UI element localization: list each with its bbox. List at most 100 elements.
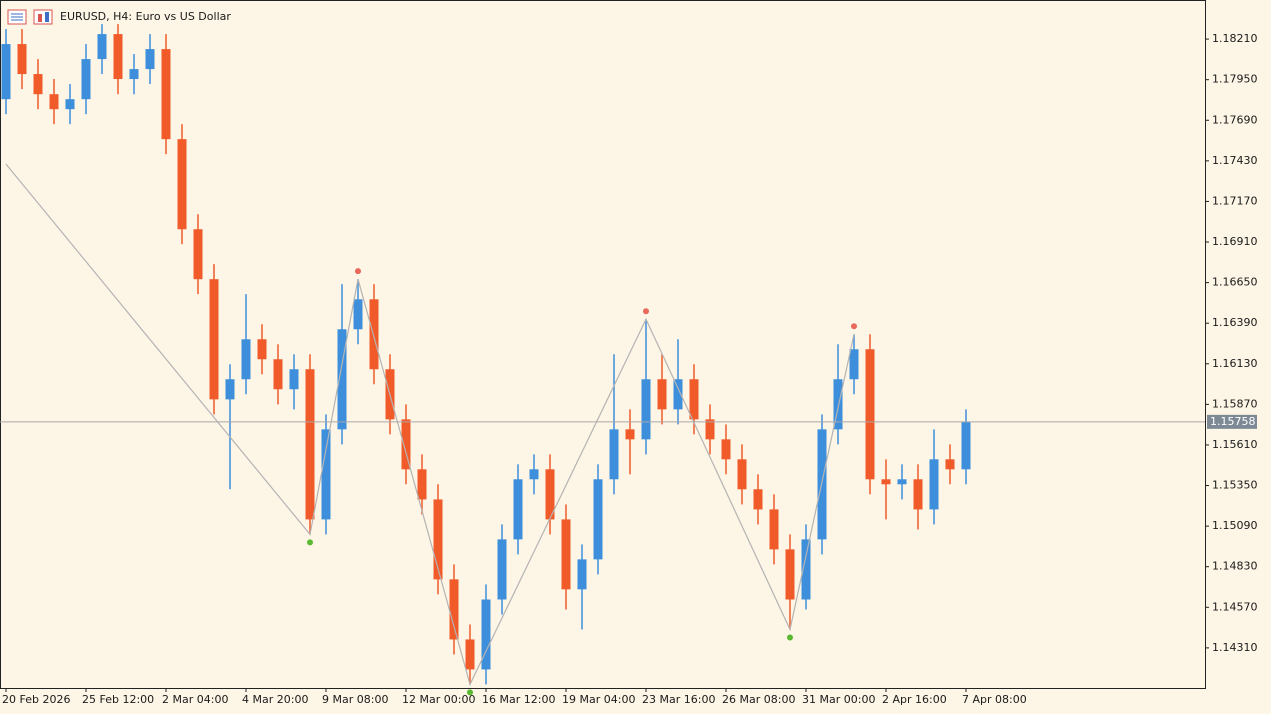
x-tick-label: 2 Mar 04:00 [162, 693, 228, 706]
candle-body [49, 94, 59, 110]
candle-body [353, 299, 363, 330]
candle-body [769, 509, 779, 550]
x-tick-label: 23 Mar 16:00 [642, 693, 715, 706]
candle-body [33, 74, 43, 95]
candle-body [833, 379, 843, 430]
candle-body [1, 44, 11, 100]
candle-body [241, 339, 251, 380]
candle-body [401, 419, 411, 470]
candle-body [609, 429, 619, 480]
y-tick-label: 1.17170 [1212, 194, 1258, 207]
candle-body [289, 369, 299, 390]
candle-body [593, 479, 603, 560]
candle-body [961, 421, 971, 470]
icon [33, 9, 53, 25]
candle-body [657, 379, 667, 410]
candle-body [145, 49, 155, 70]
candle-body [737, 459, 747, 490]
y-tick-label: 1.15610 [1212, 438, 1258, 451]
candle-body [337, 329, 347, 430]
candle-body [161, 49, 171, 140]
candle-body [625, 429, 635, 440]
candle-body [81, 59, 91, 100]
candle-body [465, 639, 475, 670]
candle-body [449, 579, 459, 640]
candle-body [641, 379, 651, 440]
y-tick-label: 1.17950 [1212, 73, 1258, 86]
candle-body [257, 339, 267, 360]
candle-body [481, 599, 491, 670]
candle-body [129, 69, 139, 80]
candle-body [193, 229, 203, 280]
candle-body [801, 539, 811, 600]
candle-body [305, 369, 315, 520]
pivot-high [851, 323, 857, 330]
x-tick-label: 12 Mar 00:00 [402, 693, 475, 706]
chart-title: EURUSD, H4: Euro vs US Dollar [60, 10, 231, 23]
pivot-high [643, 308, 649, 315]
pivot-low [467, 689, 473, 696]
y-tick-label: 1.16910 [1212, 235, 1258, 248]
candle-body [705, 419, 715, 440]
candle-body [865, 349, 875, 480]
x-tick-label: 20 Feb 2026 [2, 693, 70, 706]
pivot-low [307, 539, 313, 546]
candle-body [17, 44, 27, 75]
candle-body [689, 379, 699, 420]
candle-body [97, 34, 107, 60]
x-tick-label: 16 Mar 12:00 [482, 693, 555, 706]
y-tick-label: 1.16130 [1212, 357, 1258, 370]
pivot-high [355, 268, 361, 275]
y-tick-label: 1.16390 [1212, 316, 1258, 329]
candle-body [513, 479, 523, 540]
toolbar-icons [7, 9, 53, 25]
x-tick-label: 31 Mar 00:00 [802, 693, 875, 706]
candle-body [369, 299, 379, 370]
icon-bar [38, 14, 42, 22]
y-tick-label: 1.17690 [1212, 113, 1258, 126]
candle-body [913, 479, 923, 510]
x-tick-label: 26 Mar 08:00 [722, 693, 795, 706]
y-tick-label: 1.14830 [1212, 560, 1258, 573]
y-tick-label: 1.18210 [1212, 32, 1258, 45]
candle-body [721, 439, 731, 460]
x-tick-label: 4 Mar 20:00 [242, 693, 308, 706]
candle-body [673, 379, 683, 410]
zigzag-line [5, 163, 855, 687]
candle-body [785, 549, 795, 600]
y-tick-label: 1.15090 [1212, 519, 1258, 532]
candle-body [897, 479, 907, 485]
candle-body [65, 99, 75, 110]
x-tick-label: 7 Apr 08:00 [962, 693, 1027, 706]
x-tick-label: 25 Feb 12:00 [82, 693, 154, 706]
candle-body [417, 469, 427, 500]
x-tick-label: 2 Apr 16:00 [882, 693, 947, 706]
candle-body [753, 489, 763, 510]
pivot-low [787, 634, 793, 641]
current-price-box [1207, 414, 1257, 429]
candle-body [545, 469, 555, 520]
candle-body [225, 379, 235, 400]
candle-body [321, 429, 331, 520]
x-tick-label: 19 Mar 04:00 [562, 693, 635, 706]
candle-body [577, 559, 587, 590]
plot-frame [0, 0, 1206, 689]
icon-bar [45, 12, 49, 22]
candle-body [273, 359, 283, 390]
candle-body [849, 349, 859, 380]
candle-body [497, 539, 507, 600]
candle-body [945, 459, 955, 470]
y-tick-label: 1.15870 [1212, 397, 1258, 410]
y-tick-label: 1.16650 [1212, 276, 1258, 289]
candle-body [881, 479, 891, 485]
y-tick-label: 1.14310 [1212, 641, 1258, 654]
y-tick-label: 1.17430 [1212, 154, 1258, 167]
y-tick-label: 1.15350 [1212, 479, 1258, 492]
candle-body [929, 459, 939, 510]
candle-body [561, 519, 571, 590]
candle-body [433, 499, 443, 580]
candle-body [529, 469, 539, 480]
candle-body [113, 34, 123, 80]
